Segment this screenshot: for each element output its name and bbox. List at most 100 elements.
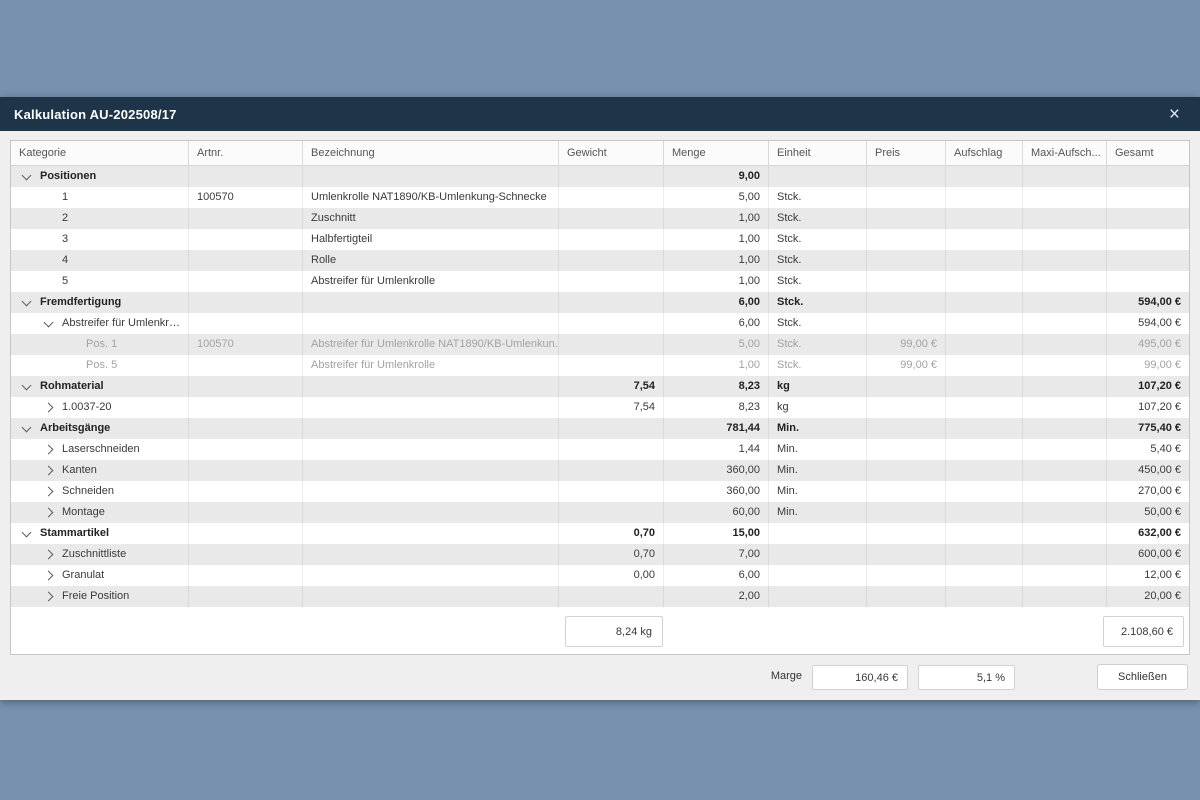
cell-bezeichnung (303, 376, 559, 397)
table-row[interactable]: 4 Rolle 1,00 Stck. (11, 250, 1189, 271)
cell-maxi (1023, 229, 1107, 250)
cell-kategorie: 3 (11, 229, 189, 250)
cell-kategorie: Arbeitsgänge (11, 418, 189, 439)
chevron-down-icon[interactable] (21, 527, 32, 537)
cell-artnr (189, 292, 303, 313)
table-row[interactable]: Schneiden 360,00 Min. 270,00 € (11, 481, 1189, 502)
table-row[interactable]: Granulat 0,00 6,00 12,00 € (11, 565, 1189, 586)
cell-gesamt: 450,00 € (1138, 464, 1181, 476)
chevron-right-icon[interactable] (43, 402, 54, 413)
chevron-down-icon[interactable] (21, 170, 32, 180)
cell-menge: 7,00 (664, 544, 769, 565)
table-row[interactable]: Kanten 360,00 Min. 450,00 € (11, 460, 1189, 481)
cell-kategorie: 1 (11, 187, 189, 208)
cell-aufschlag (946, 481, 1023, 502)
cell-gewicht (559, 502, 664, 523)
cell-preis (867, 292, 946, 313)
cell-maxi (1023, 376, 1107, 397)
close-icon[interactable]: × (1168, 103, 1180, 125)
table-row[interactable]: Laserschneiden 1,44 Min. 5,40 € (11, 439, 1189, 460)
table-row[interactable]: 1.0037-20 7,54 8,23 kg 107,20 € (11, 397, 1189, 418)
cell-preis (867, 313, 946, 334)
cell-menge: 1,44 (664, 439, 769, 460)
cell-aufschlag (946, 418, 1023, 439)
chevron-down-icon[interactable] (21, 422, 32, 432)
column-header-preis[interactable]: Preis (867, 141, 946, 165)
cell-preis (867, 544, 946, 565)
column-header-artnr[interactable]: Artnr. (189, 141, 303, 165)
chevron-right-icon[interactable] (43, 591, 54, 602)
table-row[interactable]: 3 Halbfertigteil 1,00 Stck. (11, 229, 1189, 250)
table-body: Positionen 9,00 1 100570 Umlenkrolle NAT1890… (11, 166, 1189, 607)
cell-menge: 5,00 (664, 334, 769, 355)
cell-kategorie: 5 (11, 271, 189, 292)
cell-gesamt: 775,40 € (1138, 422, 1181, 434)
cell-artnr: 100570 (189, 187, 303, 208)
cell-preis (867, 565, 946, 586)
cell-kategorie: Freie Position (11, 586, 189, 607)
column-header-bezeichnung[interactable]: Bezeichnung (303, 141, 559, 165)
dialog-title: Kalkulation AU-202508/17 (14, 106, 177, 122)
cell-gewicht (559, 208, 664, 229)
column-header-einheit[interactable]: Einheit (769, 141, 867, 165)
cell-gewicht (559, 334, 664, 355)
chevron-right-icon[interactable] (43, 486, 54, 497)
column-header-gesamt[interactable]: Gesamt (1115, 147, 1154, 159)
total-amount-field[interactable] (1103, 616, 1184, 647)
cell-gesamt (1107, 166, 1189, 187)
column-header-maxi[interactable]: Maxi-Aufsch... (1023, 141, 1107, 165)
cell-einheit: Stck. (769, 355, 867, 376)
chevron-down-icon[interactable] (43, 317, 54, 327)
cell-aufschlag (946, 397, 1023, 418)
cell-bezeichnung (303, 397, 559, 418)
group-row[interactable]: Rohmaterial 7,54 8,23 kg 107,20 € (11, 376, 1189, 397)
cell-preis (867, 418, 946, 439)
chevron-right-icon[interactable] (43, 507, 54, 518)
cell-artnr (189, 376, 303, 397)
kategorie-label: Montage (62, 506, 105, 518)
table-row[interactable]: Pos. 5 Abstreifer für Umlenkrolle 1,00 Stck… (11, 355, 1189, 376)
kategorie-label: Freie Position (62, 590, 130, 602)
cell-bezeichnung: Abstreifer für Umlenkrolle (303, 355, 559, 376)
group-row[interactable]: Stammartikel 0,70 15,00 632,00 € (11, 523, 1189, 544)
table-row[interactable]: 1 100570 Umlenkrolle NAT1890/KB-Umlenkung-… (11, 187, 1189, 208)
cell-aufschlag (946, 292, 1023, 313)
table-row[interactable]: Montage 60,00 Min. 50,00 € (11, 502, 1189, 523)
group-row[interactable]: Arbeitsgänge 781,44 Min. 775,40 € (11, 418, 1189, 439)
chevron-down-icon[interactable] (21, 380, 32, 390)
cell-aufschlag (946, 187, 1023, 208)
table-row[interactable]: Freie Position 2,00 20,00 € (11, 586, 1189, 607)
chevron-right-icon[interactable] (43, 444, 54, 455)
cell-bezeichnung: Abstreifer für Umlenkrolle NAT1890/KB-Um… (303, 334, 559, 355)
column-header-menge[interactable]: Menge (664, 141, 769, 165)
table-row[interactable]: Pos. 1 100570 Abstreifer für Umlenkrolle N… (11, 334, 1189, 355)
group-row[interactable]: Fremdfertigung 6,00 Stck. 594,00 € (11, 292, 1189, 313)
total-weight-field[interactable] (565, 616, 663, 647)
marge-percent-input[interactable] (918, 665, 1015, 690)
cell-gesamt: 107,20 € (1138, 401, 1181, 413)
cell-maxi (1023, 544, 1107, 565)
cell-aufschlag (946, 208, 1023, 229)
cell-bezeichnung (303, 586, 559, 607)
cell-gewicht (559, 418, 664, 439)
chevron-right-icon[interactable] (43, 549, 54, 560)
marge-value-input[interactable] (812, 665, 908, 690)
chevron-right-icon[interactable] (43, 570, 54, 581)
chevron-down-icon[interactable] (21, 296, 32, 306)
table-row[interactable]: 5 Abstreifer für Umlenkrolle 1,00 Stck. (11, 271, 1189, 292)
group-row[interactable]: Positionen 9,00 (11, 166, 1189, 187)
cell-menge: 6,00 (664, 292, 769, 313)
column-header-kategorie[interactable]: Kategorie (11, 141, 189, 165)
close-button[interactable]: Schließen (1097, 664, 1188, 690)
table-row[interactable]: Zuschnittliste 0,70 7,00 600,00 € (11, 544, 1189, 565)
cell-gewicht (559, 229, 664, 250)
cell-artnr (189, 271, 303, 292)
cell-maxi (1023, 166, 1107, 187)
table-row[interactable]: 2 Zuschnitt 1,00 Stck. (11, 208, 1189, 229)
table-header-row: Kategorie Artnr. Bezeichnung Gewicht Menge Ei… (11, 141, 1189, 166)
cell-menge: 1,00 (664, 208, 769, 229)
column-header-aufschlag[interactable]: Aufschlag (946, 141, 1023, 165)
column-header-gewicht[interactable]: Gewicht (559, 141, 664, 165)
chevron-right-icon[interactable] (43, 465, 54, 476)
